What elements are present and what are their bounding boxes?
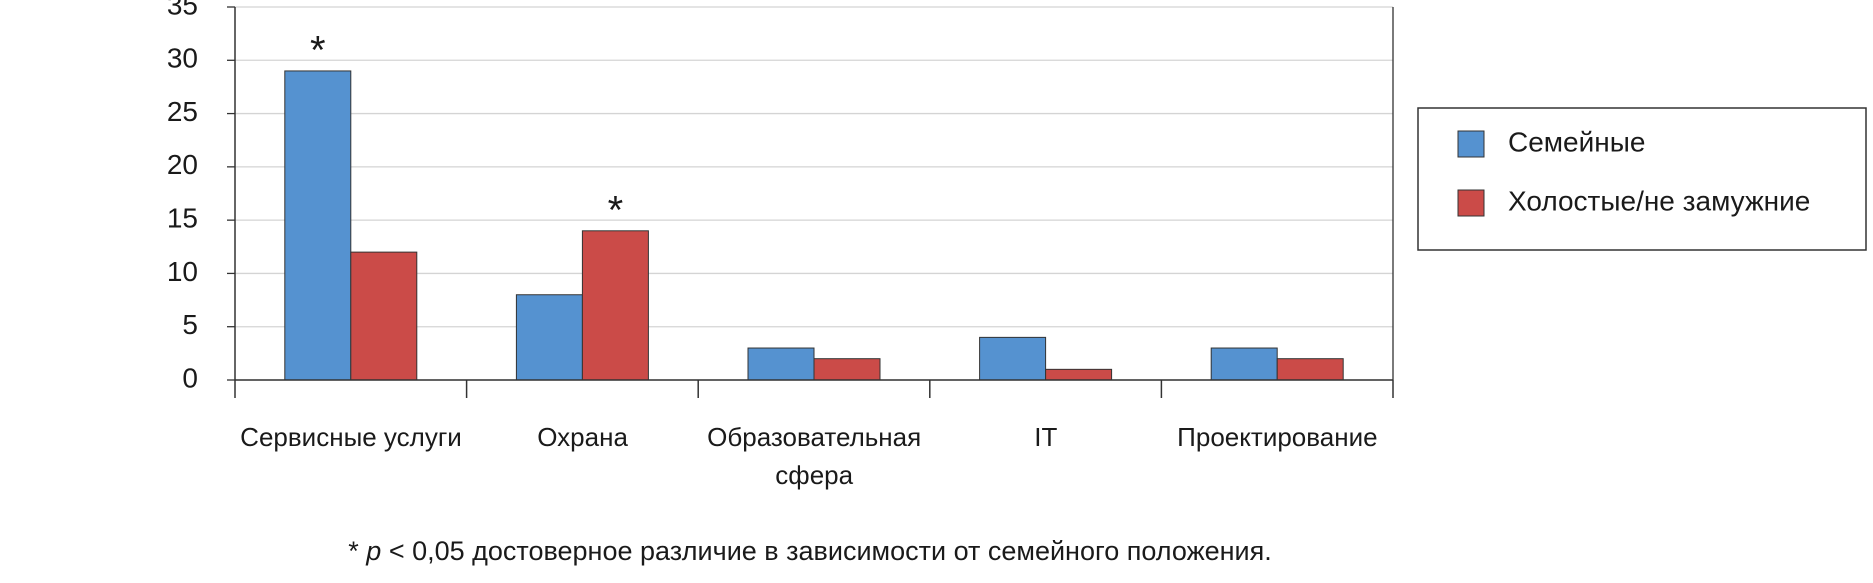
y-tick-label: 15	[167, 203, 198, 234]
legend-swatch	[1457, 130, 1485, 158]
x-tick-label: Охрана	[537, 422, 628, 452]
x-tick-label: IT	[1034, 422, 1058, 452]
y-tick-label: 30	[167, 43, 198, 74]
bar	[1210, 347, 1278, 381]
x-tick-label: Сервисные услуги	[240, 422, 462, 452]
y-tick-label: 0	[182, 362, 198, 393]
annotation: *	[310, 29, 326, 73]
bar	[747, 347, 815, 381]
bar	[284, 70, 352, 381]
y-tick-label: 10	[167, 256, 198, 287]
footnote-p: p	[366, 536, 382, 566]
bar	[1045, 368, 1113, 381]
y-tick-label: 5	[182, 309, 198, 340]
bar	[581, 230, 649, 381]
legend-box	[1417, 107, 1867, 251]
y-tick-label: 25	[167, 96, 198, 127]
y-tick-label: 20	[167, 149, 198, 180]
bar	[979, 336, 1047, 381]
footnote-marker: *	[348, 536, 359, 566]
bar	[813, 358, 881, 381]
legend-label: Холостые/не замужние	[1508, 185, 1810, 216]
bar	[350, 251, 418, 381]
legend-label: Семейные	[1508, 126, 1645, 157]
footnote-text: < 0,05 достоверное различие в зависимост…	[388, 536, 1272, 566]
annotation: *	[608, 188, 624, 232]
legend-swatch	[1457, 189, 1485, 217]
x-tick-label: Образовательная сфера	[707, 422, 922, 490]
y-tick-label: 35	[167, 0, 198, 20]
bar	[1276, 358, 1344, 381]
x-tick-label: Проектирование	[1177, 422, 1378, 452]
footnote: * p < 0,05 достоверное различие в зависи…	[0, 536, 1620, 567]
bar	[515, 294, 583, 381]
